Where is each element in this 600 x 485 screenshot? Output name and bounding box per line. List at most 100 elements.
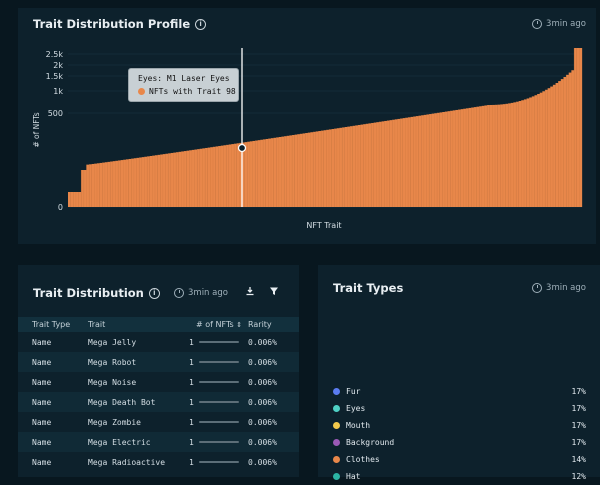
chart-bar[interactable]: [463, 108, 467, 207]
chart-bar[interactable]: [534, 95, 538, 207]
table-row[interactable]: Name Mega Death Bot 1 0.006%: [18, 392, 299, 412]
chart-bar[interactable]: [492, 104, 496, 207]
chart-bar[interactable]: [236, 143, 240, 207]
chart-bar[interactable]: [400, 118, 403, 207]
chart-bar[interactable]: [123, 159, 127, 207]
chart-bar[interactable]: [83, 170, 87, 207]
chart-bar[interactable]: [553, 84, 556, 207]
chart-bar[interactable]: [170, 152, 174, 207]
chart-bar[interactable]: [547, 88, 551, 207]
chart-bar[interactable]: [447, 111, 451, 207]
chart-bar[interactable]: [112, 161, 116, 207]
chart-bar[interactable]: [128, 158, 132, 207]
chart-bar[interactable]: [537, 93, 540, 207]
chart-bar[interactable]: [249, 141, 253, 207]
legend-item-mouth[interactable]: Mouth 17%: [333, 420, 586, 434]
chart-bar[interactable]: [181, 151, 185, 207]
chart-bar[interactable]: [278, 136, 282, 207]
chart-bar[interactable]: [344, 127, 348, 207]
chart-bar[interactable]: [321, 130, 324, 207]
chart-bar[interactable]: [579, 48, 583, 207]
chart-bar[interactable]: [560, 79, 564, 207]
chart-bar[interactable]: [426, 114, 430, 207]
legend-item-background[interactable]: Background 17%: [333, 437, 586, 451]
chart-bar[interactable]: [94, 163, 98, 207]
chart-bar[interactable]: [260, 139, 264, 207]
legend-item-hat[interactable]: Hat 12%: [333, 471, 586, 485]
legend-item-clothes[interactable]: Clothes 14%: [333, 454, 586, 468]
chart-bar[interactable]: [524, 99, 527, 207]
chart-bar[interactable]: [323, 130, 327, 207]
chart-bar[interactable]: [481, 105, 485, 207]
chart-bar[interactable]: [455, 109, 459, 207]
chart-bar[interactable]: [315, 131, 319, 207]
chart-bar[interactable]: [392, 119, 396, 207]
chart-bar[interactable]: [131, 158, 135, 207]
chart-bar[interactable]: [289, 135, 293, 207]
chart-bar[interactable]: [310, 132, 314, 207]
chart-bar[interactable]: [144, 156, 148, 207]
chart-bar[interactable]: [160, 154, 164, 207]
chart-bar[interactable]: [189, 150, 193, 207]
chart-bar[interactable]: [434, 113, 438, 207]
chart-bar[interactable]: [234, 143, 237, 207]
chart-bar[interactable]: [460, 109, 464, 207]
chart-bar[interactable]: [352, 125, 356, 207]
chart-bar[interactable]: [168, 153, 171, 207]
chart-bar[interactable]: [104, 162, 108, 207]
chart-bar[interactable]: [466, 108, 469, 207]
chart-bar[interactable]: [542, 91, 546, 207]
chart-bar[interactable]: [471, 107, 475, 208]
chart-bar[interactable]: [318, 131, 322, 207]
chart-bar[interactable]: [539, 92, 543, 207]
chart-bar[interactable]: [247, 141, 251, 207]
chart-bar[interactable]: [558, 81, 562, 207]
chart-bar[interactable]: [418, 115, 422, 207]
chart-bar[interactable]: [276, 137, 280, 207]
chart-bar[interactable]: [162, 154, 166, 207]
chart-bar[interactable]: [550, 86, 554, 207]
column-count[interactable]: # of NFTs ⇕: [196, 320, 242, 329]
chart-bar[interactable]: [183, 151, 187, 207]
chart-bar[interactable]: [205, 147, 208, 207]
chart-bar[interactable]: [423, 114, 427, 207]
chart-bar[interactable]: [376, 122, 380, 207]
chart-bar[interactable]: [231, 144, 235, 207]
chart-bar[interactable]: [336, 128, 340, 207]
chart-bar[interactable]: [186, 150, 190, 207]
chart-bar[interactable]: [379, 121, 382, 207]
chart-bar[interactable]: [487, 105, 490, 207]
chart-bar[interactable]: [302, 133, 306, 207]
chart-bar[interactable]: [545, 89, 548, 207]
chart-bar[interactable]: [402, 118, 406, 207]
chart-bar[interactable]: [226, 144, 229, 207]
chart-bar[interactable]: [147, 156, 150, 207]
chart-bar[interactable]: [257, 140, 261, 207]
chart-bar[interactable]: [263, 139, 266, 207]
chart-bar[interactable]: [347, 126, 351, 207]
chart-bar[interactable]: [476, 106, 480, 207]
chart-bar[interactable]: [328, 129, 332, 207]
chart-bar[interactable]: [444, 111, 448, 207]
chart-bar[interactable]: [268, 138, 272, 207]
chart-bar[interactable]: [199, 148, 203, 207]
chart-bar[interactable]: [218, 146, 222, 207]
chart-bar[interactable]: [326, 129, 330, 207]
chart-bar[interactable]: [228, 144, 232, 207]
chart-bar[interactable]: [75, 192, 79, 207]
chart-bar[interactable]: [120, 160, 124, 207]
chart-bar[interactable]: [165, 153, 169, 207]
table-row[interactable]: Name Mega Noise 1 0.006%: [18, 372, 299, 392]
info-icon[interactable]: i: [195, 18, 207, 30]
chart-bar[interactable]: [360, 124, 364, 207]
chart-bar[interactable]: [307, 132, 311, 207]
column-trait-type[interactable]: Trait Type: [32, 320, 71, 329]
chart-bar[interactable]: [357, 124, 361, 207]
chart-bar[interactable]: [297, 134, 301, 207]
chart-bar[interactable]: [197, 149, 200, 207]
chart-bar[interactable]: [389, 120, 393, 207]
chart-bar[interactable]: [468, 107, 472, 207]
chart-bar[interactable]: [484, 105, 488, 207]
chart-bar[interactable]: [255, 140, 258, 207]
